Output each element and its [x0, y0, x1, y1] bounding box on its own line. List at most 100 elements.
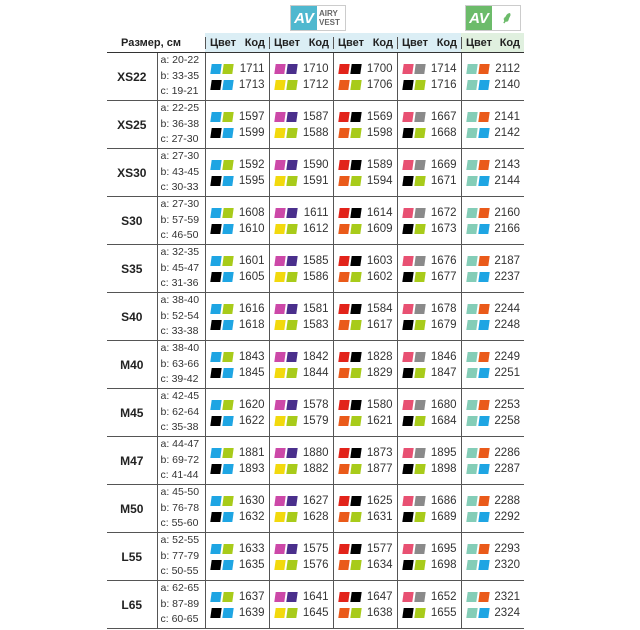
- color-group: 1667 1668: [397, 100, 462, 149]
- color-swatch-magenta: [273, 543, 286, 554]
- color-option: 1609: [334, 221, 397, 237]
- product-code: 1616: [238, 302, 265, 315]
- product-code: 1639: [238, 606, 265, 619]
- color-swatch-blue: [221, 79, 234, 90]
- color-group: 1592 1595: [205, 148, 270, 197]
- color-swatch-orange: [477, 303, 490, 314]
- color-swatch-lime: [221, 159, 234, 170]
- color-swatch-gray: [413, 63, 426, 74]
- color-group: 1581 1583: [269, 292, 334, 341]
- color-swatch-black: [209, 79, 222, 90]
- color-option: 1846: [398, 349, 461, 365]
- color-group: 2143 2144: [461, 148, 525, 197]
- code-header: Код: [244, 36, 265, 49]
- product-code: 2160: [494, 206, 520, 219]
- color-swatch-teal: [465, 591, 478, 602]
- color-option: 2142: [462, 125, 525, 141]
- color-swatch-magenta: [273, 303, 286, 314]
- color-swatch-blue: [477, 607, 490, 618]
- color-swatch-lime: [413, 607, 426, 618]
- color-swatch-purple: [285, 207, 298, 218]
- color-option: 1622: [206, 413, 269, 429]
- code-header: Код: [372, 36, 393, 49]
- color-option: 1620: [206, 397, 269, 413]
- dimensions: a: 38-40 b: 63-66 c: 39-42: [157, 340, 206, 389]
- color-swatch-black: [401, 319, 414, 330]
- dimensions: a: 52-55 b: 77-79 c: 50-55: [157, 532, 206, 581]
- product-code: 2112: [495, 62, 520, 75]
- color-option: 1845: [206, 365, 269, 381]
- color-swatch-orange: [477, 447, 490, 458]
- av-mark: AV: [466, 6, 492, 30]
- table-row: L65 a: 62-65 b: 87-89 c: 60-65 1637 1639 1641 1…: [107, 580, 524, 629]
- color-option: 1597: [206, 109, 269, 125]
- color-swatch-pink: [401, 303, 414, 314]
- size-header: Размер, см: [107, 33, 205, 53]
- dimension: b: 69-72: [160, 453, 200, 466]
- color-swatch-lime: [285, 319, 298, 330]
- color-option: 1828: [334, 349, 397, 365]
- color-swatch-blue: [477, 559, 490, 570]
- product-code: 1581: [302, 302, 329, 315]
- product-code: 1575: [302, 542, 329, 555]
- dimension: a: 27-30: [160, 198, 200, 211]
- color-swatch-teal: [465, 559, 478, 570]
- color-group: 1625 1631: [333, 484, 398, 533]
- color-group: 1881 1893: [205, 436, 270, 485]
- color-swatch-orange: [477, 399, 490, 410]
- color-option: 1585: [270, 253, 333, 269]
- color-option: 1716: [398, 77, 461, 93]
- color-swatch-black: [209, 319, 222, 330]
- product-code: 1614: [366, 206, 393, 219]
- product-code: 2324: [494, 606, 520, 619]
- color-option: 1631: [334, 509, 397, 525]
- color-option: 1577: [334, 541, 397, 557]
- product-code: 1645: [302, 606, 329, 619]
- dimension: a: 27-30: [160, 150, 200, 163]
- product-code: 2144: [494, 174, 520, 187]
- color-option: 2141: [462, 109, 525, 125]
- color-swatch-black: [401, 223, 414, 234]
- product-code: 1655: [430, 606, 457, 619]
- color-option: 1877: [334, 461, 397, 477]
- color-swatch-lime: [349, 271, 362, 282]
- color-group: 1637 1639: [205, 580, 270, 629]
- product-code: 1843: [238, 350, 265, 363]
- size-label: L55: [107, 532, 158, 581]
- product-code: 1671: [430, 174, 457, 187]
- product-code: 1577: [366, 542, 393, 555]
- color-option: 1712: [270, 77, 333, 93]
- color-swatch-purple: [285, 111, 298, 122]
- product-code: 1611: [303, 206, 329, 219]
- color-swatch-gray: [413, 111, 426, 122]
- color-swatch-blue: [209, 591, 222, 602]
- product-code: 2288: [494, 494, 520, 507]
- color-swatch-pink: [401, 207, 414, 218]
- color-swatch-blue: [221, 607, 234, 618]
- color-swatch-orange: [477, 495, 490, 506]
- color-option: 1667: [398, 109, 461, 125]
- color-swatch-purple: [285, 255, 298, 266]
- color-option: 2320: [462, 557, 525, 573]
- color-swatch-black: [209, 271, 222, 282]
- color-swatch-orange: [477, 351, 490, 362]
- product-code: 1873: [366, 446, 393, 459]
- color-swatch-orange: [337, 271, 350, 282]
- color-group: 1611 1612: [269, 196, 334, 245]
- group-header-5: Цвет Код: [461, 33, 524, 53]
- dimension: c: 35-38: [160, 421, 199, 434]
- color-swatch-teal: [465, 367, 478, 378]
- color-swatch-lime: [413, 415, 426, 426]
- product-code: 1578: [302, 398, 329, 411]
- color-option: 2166: [462, 221, 525, 237]
- color-swatch-lime: [285, 127, 298, 138]
- color-swatch-red: [337, 111, 350, 122]
- dimension: c: 27-30: [160, 133, 199, 146]
- color-header: Цвет: [402, 36, 429, 49]
- color-swatch-yellow: [273, 607, 286, 618]
- color-option: 2143: [462, 157, 525, 173]
- product-code: 1882: [302, 462, 329, 475]
- color-option: 1576: [270, 557, 333, 573]
- color-option: 1639: [206, 605, 269, 621]
- product-code: 1716: [430, 78, 457, 91]
